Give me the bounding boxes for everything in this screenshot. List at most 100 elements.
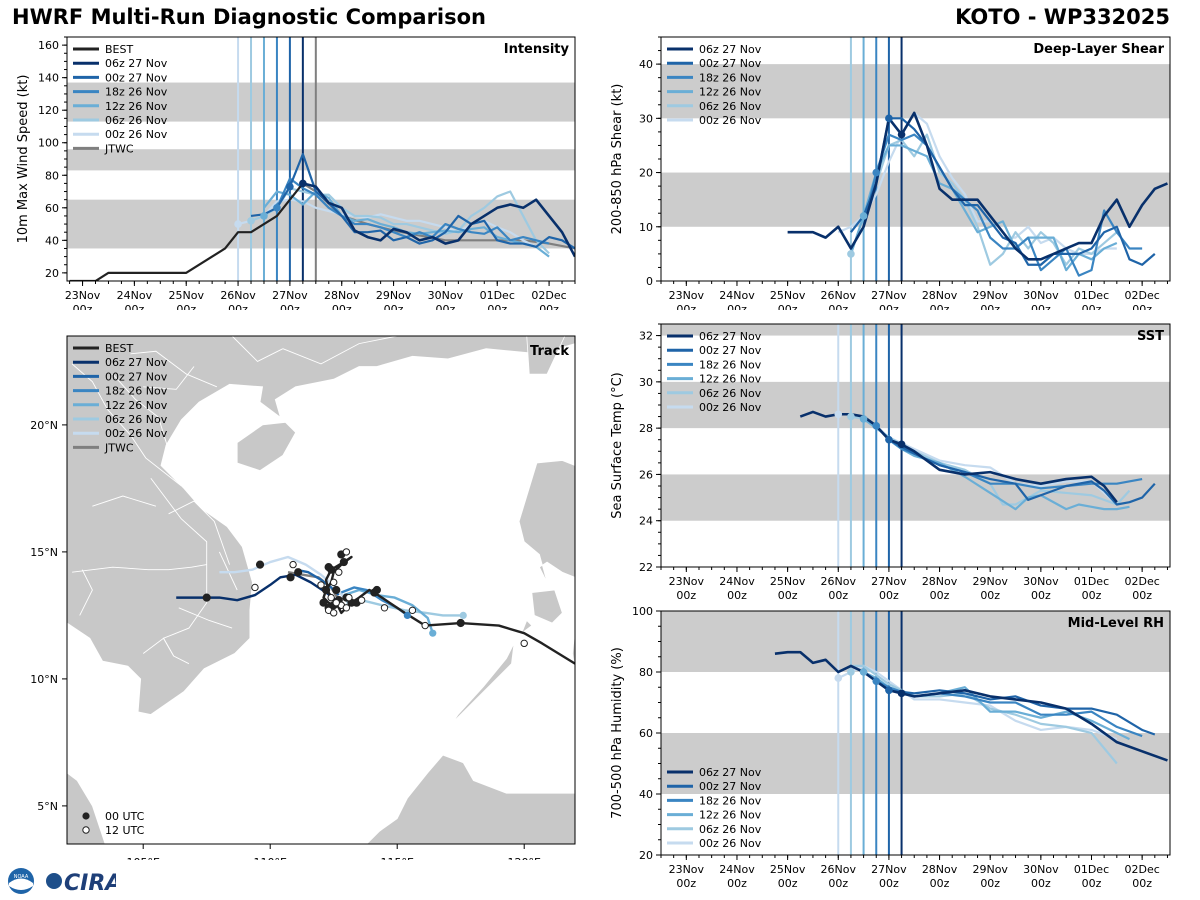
rh-chart: 2040608010023Nov00z24Nov00z25Nov00z26Nov… <box>610 605 1171 890</box>
boundary-line-13 <box>231 336 284 362</box>
rh-xtick-label-time: 00z <box>727 877 747 890</box>
rh-legend-label: 00z 26 Nov <box>699 837 762 850</box>
boundary-line-4 <box>79 569 93 616</box>
intensity-ylabel: 10m Max Wind Speed (kt) <box>16 75 31 244</box>
shear-xtick-label: 27Nov <box>871 289 907 302</box>
track-legend-label: 12z 26 Nov <box>105 399 168 412</box>
shear-xtick-label-time: 00z <box>778 303 798 310</box>
intensity-ytick-label: 20 <box>45 267 59 280</box>
rh-xtick-label: 30Nov <box>1023 863 1059 876</box>
sst-legend-label: 00z 26 Nov <box>699 401 762 414</box>
track-legend-label: 18z 26 Nov <box>105 385 168 398</box>
sst-legend-label: 06z 26 Nov <box>699 387 762 400</box>
cira-globe-icon <box>46 873 62 889</box>
shear-chart: 01020304023Nov00z24Nov00z25Nov00z26Nov00… <box>610 36 1171 310</box>
track-xtick-label: 110°E <box>253 856 286 860</box>
shear-xtick-label-time: 00z <box>828 303 848 310</box>
sst-xtick-label: 26Nov <box>821 575 857 588</box>
rh-xtick-label: 24Nov <box>719 863 755 876</box>
shear-init-marker <box>847 250 855 258</box>
intensity-init-marker <box>273 204 281 212</box>
track-ytick-label: 15°N <box>30 546 58 559</box>
intensity-xtick-label-time: 00z <box>176 303 196 310</box>
shear-ytick-label: 0 <box>646 275 653 288</box>
boundary-line-7 <box>143 366 195 390</box>
track-marker-12utc <box>332 599 340 607</box>
intensity-series-r00z27 <box>250 153 575 250</box>
sst-xtick-label-time: 00z <box>1031 589 1051 600</box>
land-mass-3 <box>518 460 575 583</box>
shear-title: Deep-Layer Shear <box>1033 42 1164 57</box>
track-marker-00utc <box>286 573 295 582</box>
sst-xtick-label-time: 00z <box>1082 589 1102 600</box>
track-marker-12utc <box>380 604 389 612</box>
sst-xtick-label: 23Nov <box>669 575 705 588</box>
sst-xtick-label-time: 00z <box>1132 589 1152 600</box>
shear-xtick-label-time: 00z <box>727 303 747 310</box>
intensity-xtick-label: 23Nov <box>65 289 101 302</box>
shear-init-marker <box>897 130 906 139</box>
rh-xtick-label-time: 00z <box>1082 877 1102 890</box>
intensity-xtick-label: 26Nov <box>220 289 256 302</box>
shear-series-r00z26 <box>837 111 1117 255</box>
intensity-legend-label: 00z 26 Nov <box>105 128 168 141</box>
sst-series-r18z26 <box>875 425 1143 490</box>
track-marker-00utc <box>332 585 341 595</box>
intensity-xtick-label-time: 00z <box>539 303 559 310</box>
intensity-legend-label: 12z 26 Nov <box>105 100 168 113</box>
track-frame <box>66 335 576 845</box>
rh-xtick-label-time: 00z <box>1031 877 1051 890</box>
shear-legend-label: 12z 26 Nov <box>699 86 762 99</box>
rh-xtick-label-time: 00z <box>676 877 696 890</box>
legend-marker-00utc <box>82 812 90 820</box>
noaa-cira-logo: NOAA CIRA <box>8 868 116 896</box>
sst-xtick-label: 24Nov <box>719 575 755 588</box>
sst-ytick-label: 32 <box>639 330 653 343</box>
rh-xtick-label: 02Dec <box>1124 863 1159 876</box>
track-legend-label: BEST <box>105 342 133 355</box>
sst-plot-area <box>661 324 1170 567</box>
intensity-xtick-label-time: 00z <box>487 303 507 310</box>
shear-xtick-label-time: 00z <box>930 303 950 310</box>
rh-init-marker <box>885 686 893 695</box>
rh-legend-label: 00z 27 Nov <box>699 780 762 793</box>
land-mass-6 <box>452 643 515 723</box>
rh-series-r06z27 <box>774 650 1168 762</box>
intensity-xtick-label: 01Dec <box>480 289 515 302</box>
legend-marker-12utc <box>82 826 90 834</box>
shear-xtick-label: 28Nov <box>922 289 958 302</box>
intensity-legend-label: 06z 27 Nov <box>105 57 168 70</box>
track-marker-12utc <box>289 560 297 569</box>
track-marker-12utc <box>421 621 429 630</box>
shear-series-r06z27 <box>787 111 1168 261</box>
boundary-line-12 <box>282 336 398 365</box>
track-marker-12utc <box>357 596 366 604</box>
shear-xtick-label-time: 00z <box>1031 303 1051 310</box>
intensity-xtick-label: 29Nov <box>376 289 412 302</box>
intensity-xtick-label: 28Nov <box>324 289 360 302</box>
shear-xtick-label: 02Dec <box>1124 289 1159 302</box>
shear-xtick-label: 23Nov <box>669 289 705 302</box>
shear-ytick-label: 30 <box>639 112 653 125</box>
intensity-xtick-label: 30Nov <box>428 289 464 302</box>
intensity-legend-label: BEST <box>105 43 133 56</box>
track-marker-12utc <box>342 548 351 556</box>
boundary-line-1 <box>71 363 182 487</box>
shear-xtick-label: 01Dec <box>1074 289 1109 302</box>
shear-legend-label: 18z 26 Nov <box>699 71 762 84</box>
intensity-series-best <box>69 182 304 281</box>
intensity-ytick-label: 100 <box>38 137 59 150</box>
shear-xtick-label: 26Nov <box>821 289 857 302</box>
intensity-init-marker <box>299 179 307 188</box>
sst-ytick-label: 30 <box>639 376 653 389</box>
shear-plot-area <box>661 37 1170 281</box>
shear-init-marker <box>872 168 881 177</box>
shear-xtick-label-time: 00z <box>879 303 899 310</box>
track-legend-label: 00z 26 Nov <box>105 427 168 440</box>
land-mass-5 <box>572 630 575 669</box>
sst-init-marker <box>885 435 893 444</box>
track-legend-label: 12 UTC <box>105 824 145 837</box>
agency-logos: NOAA CIRA <box>6 866 116 896</box>
sst-xtick-label: 29Nov <box>972 575 1008 588</box>
sst-xtick-label-time: 00z <box>727 589 747 600</box>
